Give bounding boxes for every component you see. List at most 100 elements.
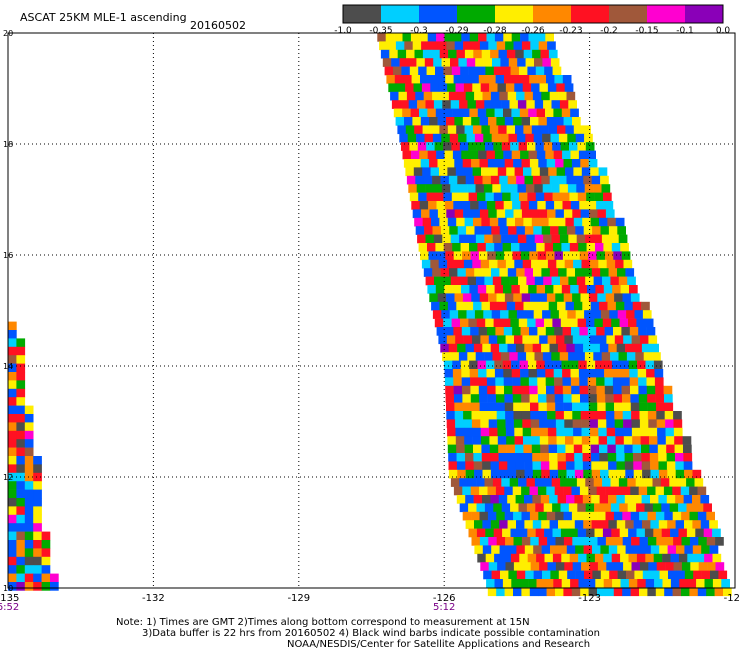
swath-cell [388,83,397,93]
swath-cell [689,511,699,521]
swath-cell [486,377,496,387]
swath-cell [431,217,440,227]
swath-cell [610,503,620,513]
swath-cell [487,394,497,403]
swath-cell [469,108,479,118]
swath-cell [438,83,448,93]
swath-cell [549,453,558,462]
swath-cell [555,159,564,168]
swath-cell [624,453,634,462]
swath-cell [537,75,547,84]
swath-cell [398,91,408,101]
swath-cell [474,133,484,143]
swath-cell [500,58,510,67]
swath-cell [707,562,716,571]
swath-cell [484,234,493,244]
swath-cell [474,520,483,529]
swath-cell [479,41,489,51]
swath-cell [505,537,514,546]
swath-cell [527,360,537,370]
swath-cell [531,125,541,135]
swath-cell [460,66,469,76]
swath-cell [382,58,392,67]
swath-cell [588,486,597,496]
legend-tick-label: -1.0 [334,26,352,36]
swath-cell [549,461,558,471]
swath-cell [575,310,585,319]
swath-cell [473,343,483,353]
swath-cell [604,251,614,261]
swath-cell [675,495,684,504]
swath-cell [623,436,633,445]
swath-cell [481,167,490,177]
swath-cell [562,377,572,387]
swath-cell [458,133,467,143]
swath-cell [475,352,485,361]
swath-cell [606,562,615,571]
swath-cell [550,58,560,67]
swath-cell [427,108,437,118]
swath-cell [24,498,34,507]
swath-cell [493,318,503,328]
swath-cell [592,545,601,555]
swath-cell [664,402,674,412]
swath-cell [425,234,435,244]
swath-cell [540,217,549,227]
swath-cell [607,453,617,462]
swath-cell [441,310,450,319]
swath-cell [577,142,587,151]
swath-cell [581,167,591,177]
swath-cell [692,495,701,504]
swath-cell [602,478,611,487]
swath-cell [16,481,26,490]
swath-cell [558,570,568,580]
swath-cell [657,444,667,454]
swath-cell [590,444,600,454]
swath-cell [515,343,525,353]
swath-cell [446,117,455,126]
swath-cell [16,464,26,474]
swath-cell [452,243,461,252]
swath-cell [408,58,417,67]
swath-cell [549,520,559,529]
swath-cell [609,570,618,580]
swath-cell [517,234,527,244]
swath-cell [546,159,556,168]
swath-cell [579,251,589,261]
swath-cell [485,318,494,328]
swath-cell [551,276,561,286]
swath-cell [550,133,560,143]
swath-cell [586,192,595,202]
swath-cell [16,372,26,381]
swath-cell [33,565,42,574]
swath-cell [582,453,592,462]
swath-cell [466,226,475,235]
swath-cell [618,234,628,244]
swath-cell [600,226,610,235]
swath-cell [470,486,480,496]
swath-cell [586,360,596,370]
swath-cell [599,495,609,504]
swath-cell [538,537,548,546]
swath-cell [553,243,562,252]
swath-cell [542,133,551,143]
swath-cell [605,486,614,496]
swath-cell [508,58,518,67]
swath-cell [504,117,514,126]
swath-cell [515,125,524,135]
swath-cell [544,192,553,202]
swath-cell [451,318,461,328]
swath-cell [487,251,496,261]
swath-cell [463,419,473,429]
swath-cell [500,570,509,580]
swath-cell [528,579,537,588]
swath-cell [639,411,649,420]
swath-cell [424,226,433,235]
swath-cell [565,453,575,462]
swath-cell [509,352,518,361]
swath-cell [455,427,465,437]
swath-cell [564,83,574,93]
swath-cell [650,469,660,479]
swath-cell [573,259,582,269]
swath-cell [588,394,598,403]
